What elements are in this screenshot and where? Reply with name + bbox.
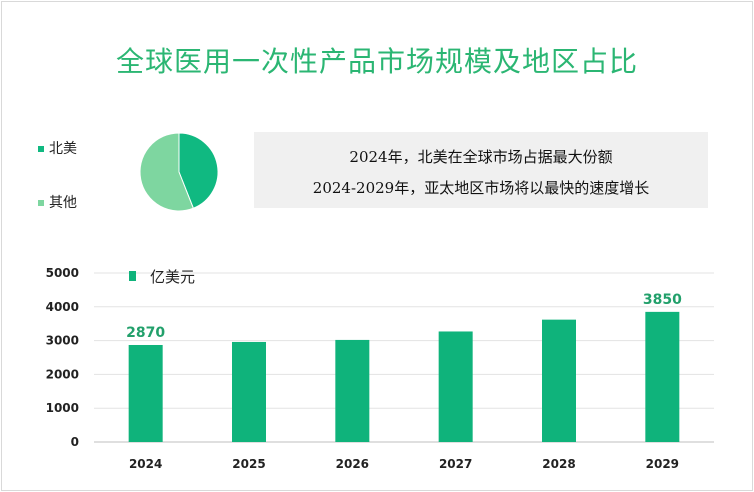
pie-legend-label-north-america: 北美 xyxy=(49,141,77,157)
info-box: 2024年，北美在全球市场占据最大份额 2024-2029年，亚太地区市场将以最… xyxy=(254,132,708,208)
bar-legend-swatch xyxy=(129,271,136,281)
data-label-2024: 2870 xyxy=(126,325,165,341)
pie-chart xyxy=(139,132,219,212)
bar-2026 xyxy=(335,339,370,442)
bar-2024 xyxy=(128,344,163,442)
bar-chart: 0 1000 2000 3000 4000 5000 2024 2025 2026 2027 202… xyxy=(46,266,714,471)
x-tick-label: 2027 xyxy=(439,457,472,471)
x-tick-label: 2025 xyxy=(232,457,265,471)
x-tick-label: 2028 xyxy=(542,457,575,471)
x-tick-label: 2029 xyxy=(646,457,679,471)
bar-2028 xyxy=(542,319,576,442)
chart-title: 全球医用一次性产品市场规模及地区占比 xyxy=(115,45,638,78)
pie-slice-other xyxy=(139,132,195,212)
data-label-2029: 3850 xyxy=(643,292,682,308)
pie-legend-label-other: 其他 xyxy=(49,195,77,211)
y-tick-label: 0 xyxy=(71,435,79,449)
y-tick-label: 1000 xyxy=(46,401,79,415)
bar-legend-label: 亿美元 xyxy=(150,268,195,286)
pie-legend-item-other: 其他 xyxy=(38,192,77,212)
y-tick-label: 2000 xyxy=(46,367,79,381)
pie-legend-item-north-america: 北美 xyxy=(38,138,77,158)
y-tick-label: 4000 xyxy=(46,300,79,314)
bar-2029 xyxy=(645,311,680,442)
y-tick-label: 3000 xyxy=(46,334,79,348)
pie-slice-north-america xyxy=(178,132,219,209)
bar-2025 xyxy=(232,341,266,442)
y-tick-label: 5000 xyxy=(46,266,79,280)
pie-legend-swatch-north-america xyxy=(38,146,44,152)
info-line-2: 2024-2029年，亚太地区市场将以最快的速度增长 xyxy=(312,179,650,197)
x-tick-label: 2026 xyxy=(336,457,369,471)
info-line-1: 2024年，北美在全球市场占据最大份额 xyxy=(349,148,613,166)
pie-legend-swatch-other xyxy=(38,200,44,206)
x-tick-label: 2024 xyxy=(129,457,162,471)
bar-2027 xyxy=(438,331,473,442)
